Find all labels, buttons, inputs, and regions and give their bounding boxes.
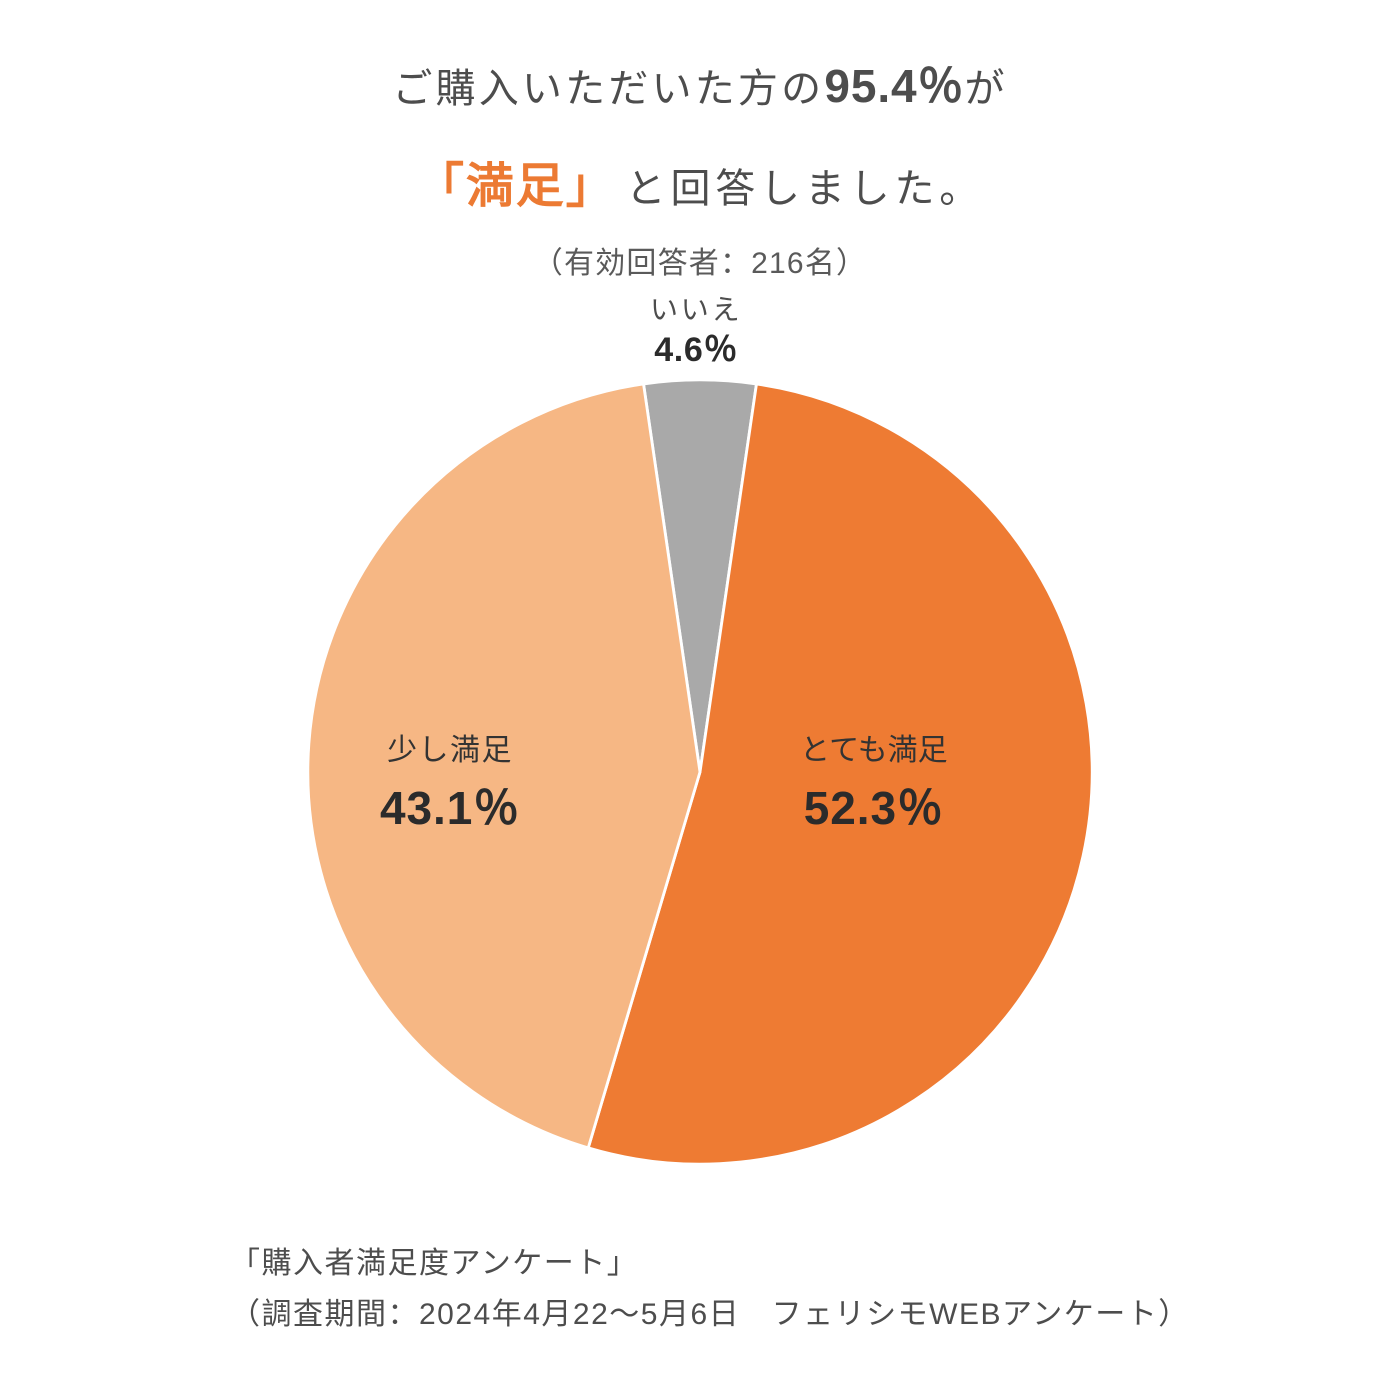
slice-label-no: いいえ 4.6％ [650, 292, 742, 372]
headline-prefix: ご購入いただいた方の [392, 67, 824, 111]
slice-label-very-satisfied: とても満足 52.3％ [800, 732, 948, 837]
infographic-root: ご購入いただいた方の95.4％が 「満足」と回答しました。 （有効回答者：216… [0, 0, 1400, 1400]
survey-period: （調査期間：2024年4月22～5月6日 フェリシモWEBアンケート） [230, 1289, 1190, 1340]
slice-name-somewhat-satisfied: 少し満足 [380, 732, 520, 770]
headline-suffix: が [964, 67, 1007, 111]
respondent-count-note: （有効回答者：216名） [533, 238, 867, 282]
headline-percentage: 95.4％ [824, 60, 964, 112]
slice-name-no: いいえ [650, 292, 742, 327]
pie-chart: いいえ 4.6％ とても満足 52.3％ 少し満足 43.1％ [260, 332, 1140, 1212]
slice-name-very-satisfied: とても満足 [800, 732, 948, 770]
slice-value-no: 4.6％ [650, 329, 742, 372]
headline-line-2: 「満足」と回答しました。 [416, 146, 984, 216]
slice-value-somewhat-satisfied: 43.1％ [380, 780, 520, 838]
slice-label-somewhat-satisfied: 少し満足 43.1％ [380, 732, 520, 837]
headline-rest: と回答しました。 [626, 167, 984, 211]
survey-title: 「購入者満足度アンケート」 [230, 1238, 1190, 1289]
headline-emphasis: 「満足」 [416, 160, 616, 213]
slice-value-very-satisfied: 52.3％ [800, 780, 948, 838]
survey-footer: 「購入者満足度アンケート」 （調査期間：2024年4月22～5月6日 フェリシモ… [230, 1238, 1190, 1340]
headline-line-1: ご購入いただいた方の95.4％が [392, 50, 1007, 116]
